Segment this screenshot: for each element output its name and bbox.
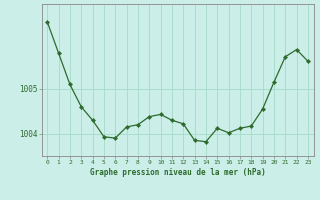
X-axis label: Graphe pression niveau de la mer (hPa): Graphe pression niveau de la mer (hPa) bbox=[90, 168, 266, 177]
